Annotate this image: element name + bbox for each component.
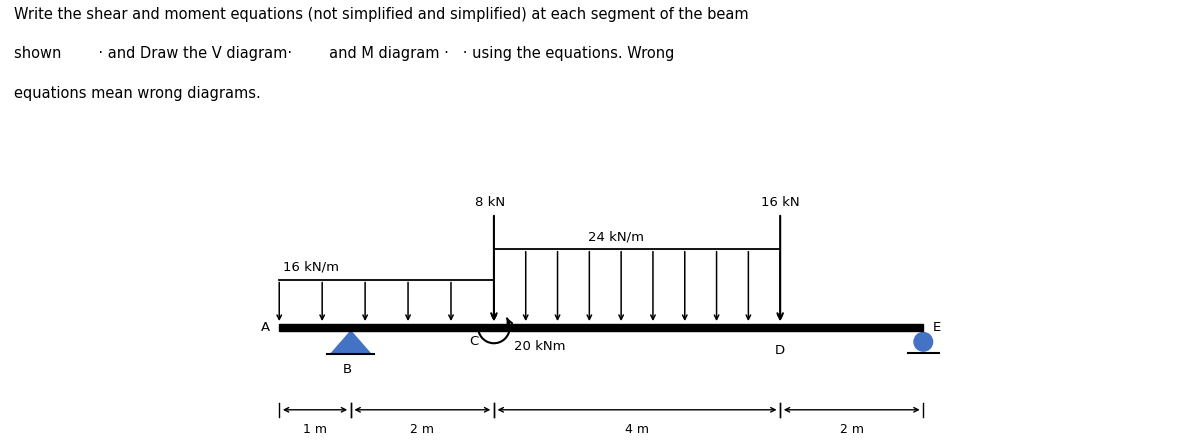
Text: C: C	[469, 335, 478, 348]
Bar	[280, 324, 923, 331]
Polygon shape	[331, 331, 371, 354]
Text: equations mean wrong diagrams.: equations mean wrong diagrams.	[14, 86, 262, 101]
Text: 16 kN: 16 kN	[761, 196, 799, 209]
Text: Write the shear and moment equations (not simplified and simplified) at each seg: Write the shear and moment equations (no…	[14, 7, 749, 22]
Text: 16 kN/m: 16 kN/m	[283, 261, 338, 274]
Text: 8 kN: 8 kN	[475, 196, 505, 209]
Text: A: A	[260, 321, 270, 334]
Text: B: B	[343, 363, 352, 376]
Text: 2 m: 2 m	[840, 423, 864, 436]
Text: 1 m: 1 m	[304, 423, 328, 436]
Text: 20 kNm: 20 kNm	[514, 340, 565, 353]
Circle shape	[914, 332, 932, 351]
Text: 2 m: 2 m	[410, 423, 434, 436]
Text: 24 kN/m: 24 kN/m	[588, 230, 643, 243]
Text: shown        · and Draw the V diagram·        and M diagram ·   · using the equa: shown · and Draw the V diagram· and M di…	[14, 46, 674, 61]
Text: 4 m: 4 m	[625, 423, 649, 436]
Text: D: D	[775, 344, 785, 357]
Text: E: E	[932, 321, 941, 334]
